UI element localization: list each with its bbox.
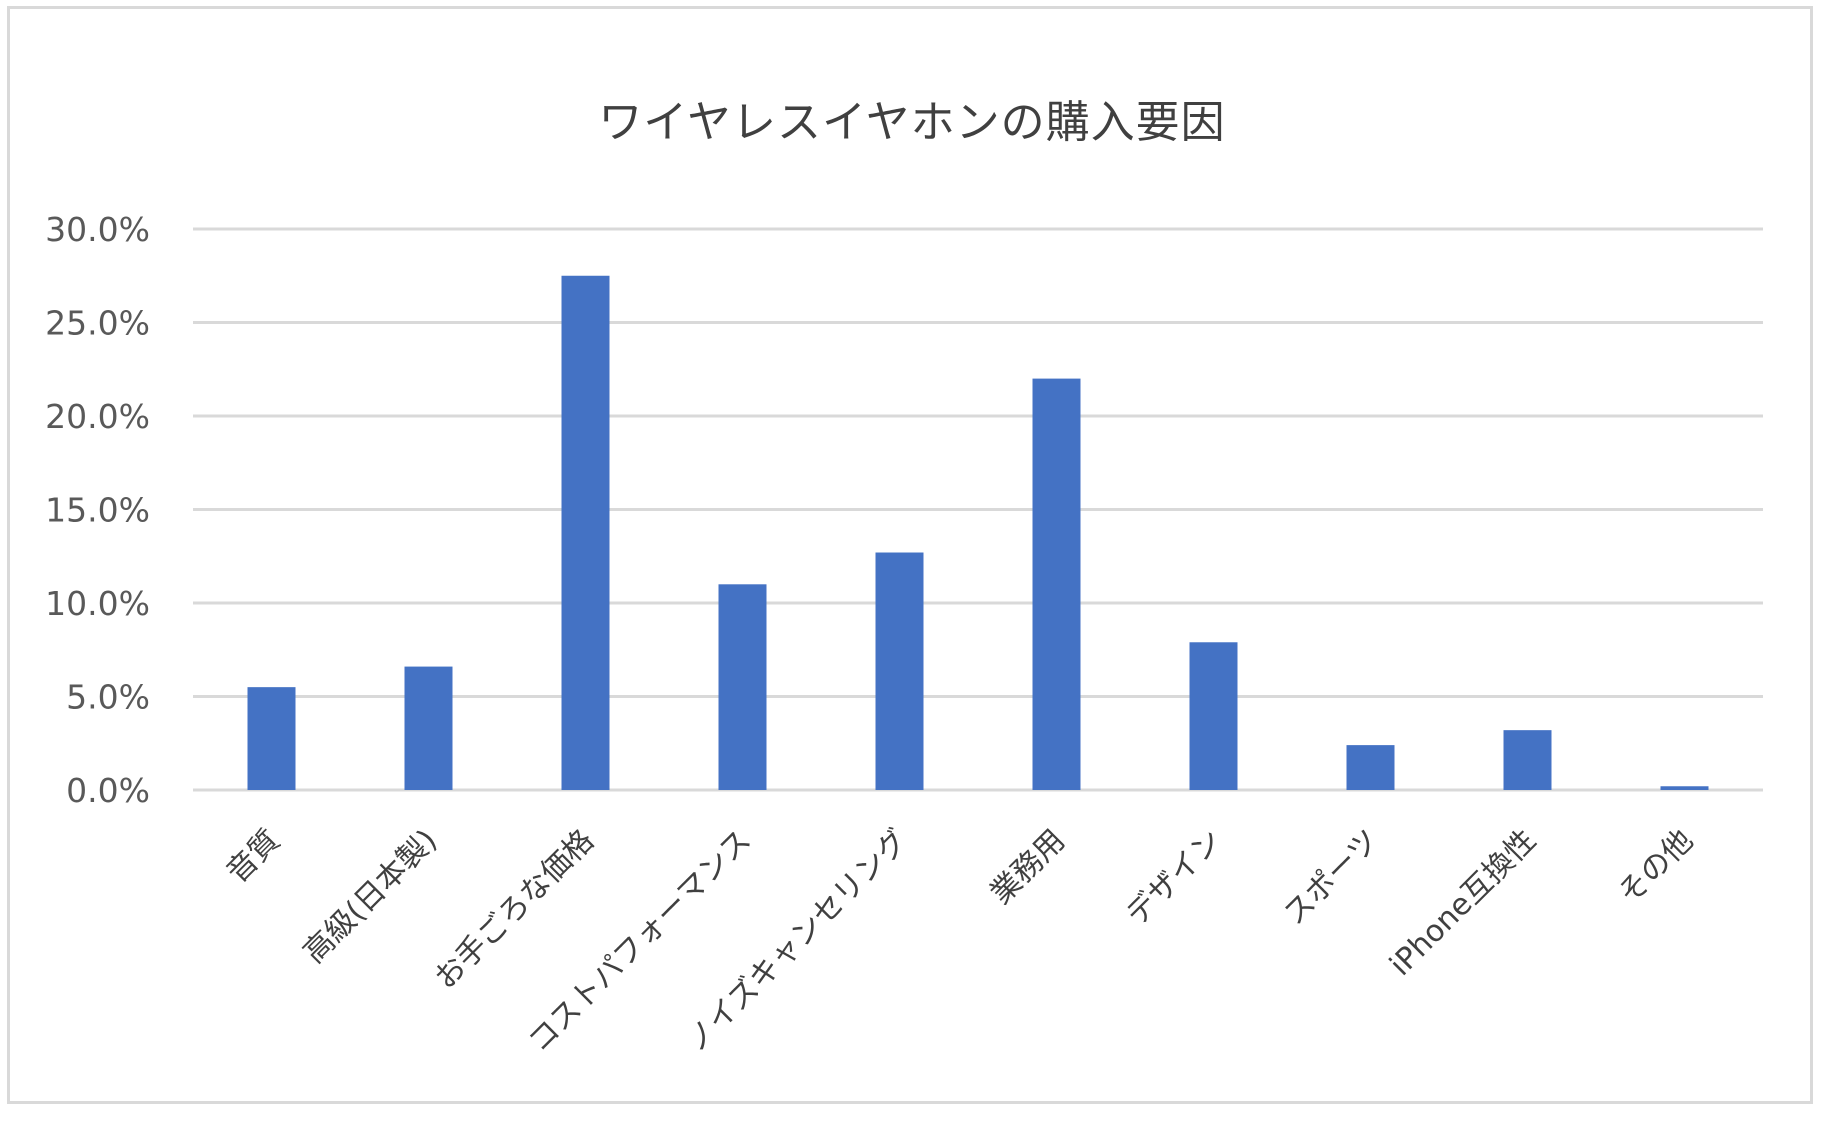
- y-tick-label: 0.0%: [66, 771, 150, 810]
- bars: [247, 275, 1709, 790]
- x-category-label: 高級(日本製): [297, 823, 444, 970]
- bar: [1503, 730, 1552, 790]
- x-axis-labels: 音質 高級(日本製)お手ごろな価格コストパフォーマンスノイズキャンセリング 業務用デ…: [220, 823, 1700, 1059]
- chart-title: ワイヤレスイヤホンの購入要因: [598, 97, 1226, 148]
- bar: [247, 687, 296, 790]
- x-category-label: 業務用: [984, 823, 1072, 911]
- y-tick-label: 10.0%: [45, 584, 150, 623]
- x-category-label: その他: [1612, 823, 1700, 911]
- bar: [1189, 642, 1238, 790]
- y-axis-ticks: 0.0% 5.0% 10.0% 15.0% 20.0% 25.0% 30.0%: [45, 210, 150, 810]
- x-category-label: スポーツ: [1277, 823, 1386, 932]
- y-tick-label: 15.0%: [45, 491, 150, 530]
- y-tick-label: 25.0%: [45, 304, 150, 343]
- y-tick-label: 20.0%: [45, 397, 150, 436]
- y-tick-label: 5.0%: [66, 678, 150, 717]
- x-category-label: 音質: [220, 823, 287, 890]
- y-tick-label: 30.0%: [45, 210, 150, 249]
- x-category-label: デザイン: [1120, 823, 1230, 933]
- bar: [875, 552, 924, 790]
- bar: [718, 584, 767, 790]
- bar: [561, 275, 610, 790]
- x-category-label: お手ごろな価格: [428, 823, 601, 996]
- bar: [1346, 745, 1395, 790]
- bar: [1660, 786, 1709, 790]
- bar: [404, 666, 453, 790]
- bar: [1032, 378, 1081, 790]
- x-category-label: iPhone互換性: [1383, 823, 1543, 983]
- gridlines: [193, 227, 1763, 792]
